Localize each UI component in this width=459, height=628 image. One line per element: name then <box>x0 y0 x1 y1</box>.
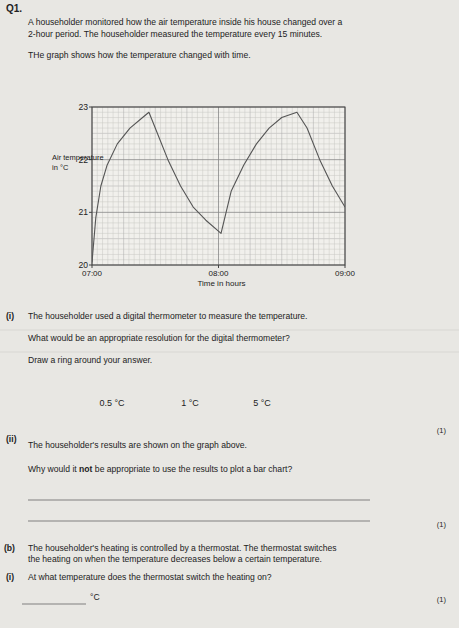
minor-grid-line <box>255 107 256 265</box>
minor-grid-line <box>318 107 319 265</box>
page: Q1. A householder monitored how the air t… <box>0 0 459 628</box>
minor-grid-line <box>302 107 303 265</box>
x-tick <box>345 265 346 268</box>
x-tick <box>92 265 93 268</box>
minor-grid-line <box>160 107 161 265</box>
data-group <box>92 112 345 262</box>
minor-grid-line <box>197 107 198 265</box>
intro-text: 2-hour period. The householder measured … <box>28 29 322 39</box>
minor-grid-line <box>223 107 224 265</box>
y-tick-label: 23 <box>78 102 88 112</box>
minor-grid-line <box>207 107 208 265</box>
minor-grid-line <box>292 107 293 265</box>
marks: (1) <box>437 595 447 604</box>
question-text: Draw a ring around your answer. <box>28 355 152 365</box>
minor-grid-line <box>149 107 150 265</box>
question-text: The householder's heating is controlled … <box>28 543 337 553</box>
minor-grid-line <box>176 107 177 265</box>
x-tick-label: 07:00 <box>82 269 103 278</box>
minor-grid-line <box>181 107 182 265</box>
marks: (1) <box>437 520 447 529</box>
grid-line <box>218 107 219 265</box>
minor-grid-line <box>118 107 119 265</box>
answer-option: 1 °C <box>181 398 199 408</box>
unit-label: °C <box>90 592 100 602</box>
part-label: (i) <box>6 572 14 582</box>
minor-grid-line <box>155 107 156 265</box>
paper <box>0 0 459 628</box>
minor-grid-line <box>281 107 282 265</box>
y-tick-label: 21 <box>78 207 88 217</box>
question-text: The householder used a digital thermomet… <box>28 311 307 321</box>
minor-grid-line <box>102 107 103 265</box>
answer-option: 5 °C <box>253 398 271 408</box>
y-axis-label: Air temperature <box>52 153 104 162</box>
minor-grid-line <box>113 107 114 265</box>
graph-intro: THe graph shows how the temperature chan… <box>28 50 251 60</box>
intro-text: A householder monitored how the air temp… <box>28 17 343 27</box>
minor-grid-line <box>239 107 240 265</box>
row-rule <box>0 330 459 331</box>
minor-grid-line <box>313 107 314 265</box>
answer-line <box>28 500 370 501</box>
minor-grid-line <box>323 107 324 265</box>
minor-grid-line <box>192 107 193 265</box>
minor-grid-line <box>297 107 298 265</box>
minor-grid-line <box>144 107 145 265</box>
x-tick <box>218 265 219 268</box>
y-tick <box>89 212 92 213</box>
minor-grid-line <box>186 107 187 265</box>
question-text: the heating on when the temperature decr… <box>28 554 322 564</box>
minor-grid-line <box>229 107 230 265</box>
plot-area <box>92 107 345 265</box>
x-tick-label: 08:00 <box>208 269 229 278</box>
plot-frame <box>92 107 345 265</box>
question-text: The householder's results are shown on t… <box>28 440 247 450</box>
question-fragment: not <box>77 464 93 474</box>
y-axis-label: in °C <box>52 163 69 172</box>
minor-grid-line <box>339 107 340 265</box>
part-label: (i) <box>6 311 14 321</box>
minor-grid-line <box>139 107 140 265</box>
question-fragment: Why would it <box>28 464 77 474</box>
x-axis-label: Time in hours <box>197 279 245 288</box>
minor-grid-line <box>97 107 98 265</box>
temperature-line <box>92 112 345 262</box>
minor-grid-line <box>329 107 330 265</box>
minor-grid-line <box>123 107 124 265</box>
minor-grid-line <box>250 107 251 265</box>
answer-option: 0.5 °C <box>99 398 125 408</box>
minor-grid-line <box>134 107 135 265</box>
question-text: Why would it not be appropriate to use t… <box>28 464 292 474</box>
part-label: (ii) <box>6 434 17 444</box>
question-number: Q1. <box>6 3 22 14</box>
minor-grid-line <box>271 107 272 265</box>
x-tick-label: 09:00 <box>335 269 356 278</box>
minor-grid-line <box>165 107 166 265</box>
minor-grid-line <box>171 107 172 265</box>
minor-grid-line <box>244 107 245 265</box>
question-fragment: be appropriate to use the results to plo… <box>92 464 292 474</box>
chart: 2021222307:0008:0009:00Air temperaturein… <box>52 102 356 288</box>
answer-line <box>22 604 86 605</box>
question-text: At what temperature does the thermostat … <box>28 572 272 582</box>
minor-grid-line <box>260 107 261 265</box>
minor-grid-line <box>213 107 214 265</box>
question-text: What would be an appropriate resolution … <box>28 333 290 343</box>
minor-grid-line <box>287 107 288 265</box>
answer-line <box>28 521 370 522</box>
minor-grid-line <box>334 107 335 265</box>
minor-grid-line <box>265 107 266 265</box>
part-label: (b) <box>4 543 15 553</box>
marks: (1) <box>437 426 447 435</box>
minor-grid-line <box>107 107 108 265</box>
row-rule <box>0 352 459 353</box>
minor-grid-line <box>202 107 203 265</box>
minor-grid-line <box>276 107 277 265</box>
y-tick <box>89 107 92 108</box>
